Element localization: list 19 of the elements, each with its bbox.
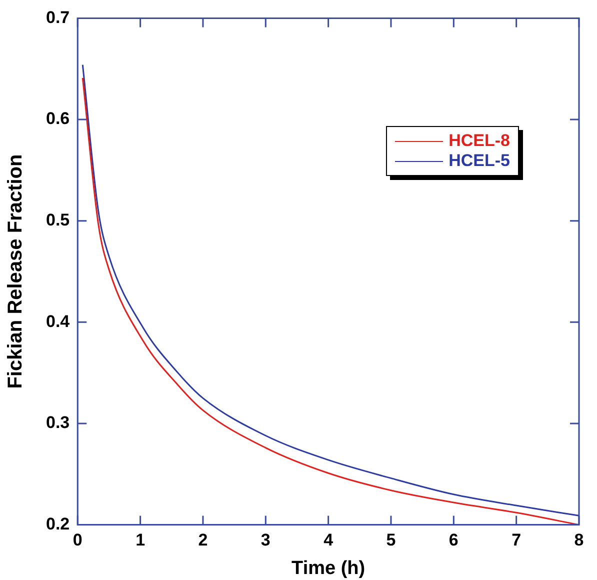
x-tick-label: 6 — [448, 530, 458, 550]
y-tick-label: 0.6 — [46, 109, 70, 128]
x-tick-label: 4 — [324, 530, 334, 550]
x-tick-label: 2 — [198, 530, 208, 550]
y-tick-label: 0.3 — [46, 413, 70, 432]
x-tick-label: 3 — [260, 530, 270, 550]
y-tick-label: 0.2 — [46, 514, 70, 534]
legend-label: HCEL-8 — [448, 131, 510, 152]
y-axis-title: Fickian Release Fraction — [4, 154, 27, 389]
x-tick-label: 8 — [574, 530, 584, 550]
y-tick-label: 0.7 — [46, 8, 70, 27]
y-tick-label: 0.5 — [46, 210, 70, 230]
x-tick-label: 5 — [386, 530, 396, 550]
y-tick-label: 0.4 — [46, 312, 70, 331]
x-axis-title: Time (h) — [292, 558, 366, 579]
legend-label: HCEL-5 — [448, 151, 510, 172]
x-tick-label: 1 — [136, 530, 146, 550]
x-tick-label: 0 — [72, 530, 82, 550]
x-tick-label: 7 — [512, 530, 522, 550]
